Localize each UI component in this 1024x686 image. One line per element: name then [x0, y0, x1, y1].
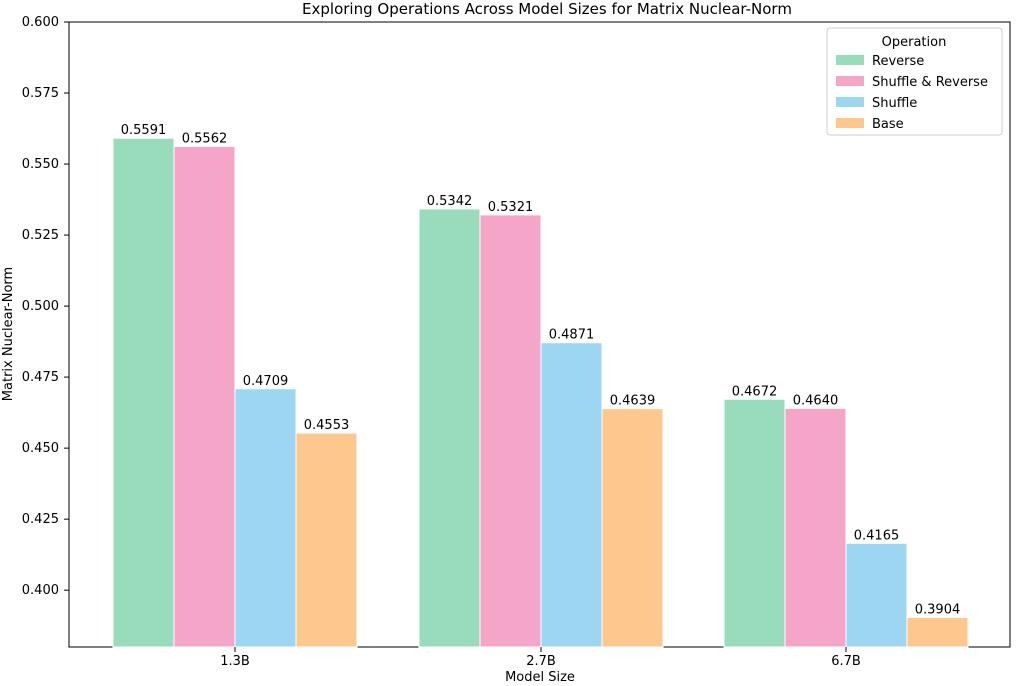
legend-swatch: [836, 97, 864, 107]
legend: Operation Reverse Shuffle & Reverse Shuffl…: [826, 27, 1003, 136]
legend-label: Shuffle: [872, 96, 917, 111]
y-tick-label: 0.400: [22, 583, 59, 598]
bar-value-label: 0.5342: [427, 194, 473, 209]
bar: [601, 408, 664, 648]
bars: [112, 137, 969, 648]
bar-value-label: 0.5562: [182, 131, 228, 146]
x-tick-label: 1.3B: [220, 654, 250, 669]
legend-label: Reverse: [872, 54, 924, 69]
y-axis: 0.400 0.425 0.450 0.475 0.500 0.525 0.550 0.575…: [22, 15, 69, 598]
legend-swatch: [836, 55, 864, 65]
legend-swatch: [836, 76, 864, 86]
x-tick-label: 6.7B: [831, 654, 861, 669]
bar-value-label: 0.5591: [121, 123, 167, 138]
bar: [540, 342, 603, 648]
legend-title: Operation: [882, 35, 947, 50]
bar-value-label: 0.4553: [304, 418, 350, 433]
y-axis-title: Matrix Nuclear-Norm: [1, 267, 16, 401]
y-tick-label: 0.425: [22, 512, 59, 527]
y-tick-label: 0.525: [22, 228, 59, 243]
bar-value-label: 0.3904: [915, 602, 961, 617]
y-tick-label: 0.600: [22, 15, 59, 30]
legend-swatch: [836, 118, 864, 128]
bar: [234, 388, 297, 648]
bar-value-label: 0.4709: [243, 374, 289, 389]
bar: [845, 542, 908, 648]
bar: [784, 407, 847, 648]
legend-label: Shuffle & Reverse: [872, 75, 988, 90]
bar-value-label: 0.4672: [732, 384, 778, 399]
bar-value-label: 0.4165: [854, 528, 900, 543]
bar-value-label: 0.5321: [488, 200, 534, 215]
bar-value-label: 0.4639: [610, 394, 656, 409]
bar: [112, 137, 175, 648]
chart-title: Exploring Operations Across Model Sizes …: [302, 0, 792, 18]
legend-label: Base: [872, 117, 904, 132]
bar: [906, 616, 969, 648]
bar: [295, 432, 358, 648]
bar-value-label: 0.4640: [793, 393, 839, 408]
y-tick-label: 0.575: [22, 86, 59, 101]
y-tick-label: 0.450: [22, 441, 59, 456]
x-tick-label: 2.7B: [526, 654, 556, 669]
bar: [479, 214, 542, 648]
legend-items: Reverse Shuffle & Reverse Shuffle Base: [836, 54, 988, 132]
y-tick-label: 0.475: [22, 370, 59, 385]
bar-labels: 0.5591 0.5562 0.4709 0.4553 0.5342 0.5321 0.48…: [121, 123, 961, 617]
bar: [723, 398, 786, 648]
y-tick-label: 0.500: [22, 299, 59, 314]
x-axis: 1.3B 2.7B 6.7B: [220, 647, 861, 669]
bar: [418, 208, 481, 648]
x-axis-title: Model Size: [505, 670, 575, 681]
bar-value-label: 0.4871: [549, 328, 595, 343]
legend-box: [826, 27, 1003, 136]
y-tick-label: 0.550: [22, 157, 59, 172]
bar: [173, 145, 236, 648]
